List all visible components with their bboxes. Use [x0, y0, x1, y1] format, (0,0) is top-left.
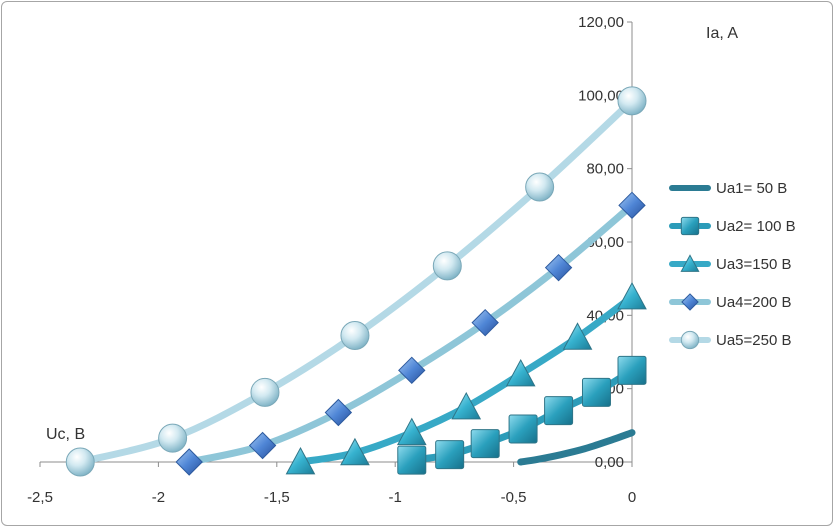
series-5-point [432, 251, 462, 281]
series-3-point [340, 437, 370, 466]
legend-label: Ua5=250 B [716, 332, 791, 349]
series-2-point [617, 355, 647, 385]
y-tick-label: 120,00 [578, 14, 624, 31]
series-4-point [175, 448, 203, 476]
series-3-point [505, 358, 536, 387]
legend-label: Ua2= 100 B [716, 218, 796, 235]
x-tick-label: -1 [389, 489, 402, 506]
y-tick-label: 100,00 [578, 87, 624, 104]
legend-item: Ua3=150 B [669, 254, 791, 273]
legend-item: Ua2= 100 B [669, 216, 796, 236]
series-5-point [158, 423, 188, 453]
y-tick-label: 80,00 [586, 161, 624, 178]
series-4-point [471, 308, 499, 337]
series-5-point [65, 447, 95, 477]
series-4-point [324, 398, 353, 427]
series-5-point [340, 321, 370, 350]
tick-marks [39, 21, 633, 467]
series-5-point [617, 86, 647, 116]
x-tick-label: 0 [628, 489, 636, 506]
series-3-point [396, 417, 427, 446]
tick-labels: -2,5-2-1,5-1-0,500,0020,0040,0060,0080,0… [27, 14, 636, 506]
legend-swatch-marker [681, 293, 699, 311]
legend-item: Ua4=200 B [669, 293, 791, 311]
series-2-point [435, 440, 465, 470]
series-2-point [544, 396, 574, 426]
axes [40, 22, 633, 463]
y-axis-title: Ia, A [706, 25, 738, 42]
series-markers [65, 86, 647, 477]
y-tick-label: 0,00 [595, 454, 624, 471]
series-3-point [562, 322, 593, 350]
legend: Ua1= 50 B Ua2= 100 B Ua3=150 B Ua4=200 B Ua5… [669, 180, 796, 350]
x-tick-label: -2 [152, 489, 165, 506]
legend-swatch-marker [680, 254, 700, 272]
series-4-point [618, 191, 646, 220]
series-3-point [617, 281, 647, 310]
legend-item: Ua1= 50 B [669, 180, 787, 197]
series-4-point [248, 431, 277, 460]
series-2-point [397, 445, 427, 475]
x-tick-label: -1,5 [264, 489, 290, 506]
series-4-point [544, 253, 573, 282]
series-3-point [285, 446, 316, 475]
series-4-point [398, 356, 426, 385]
x-tick-label: -2,5 [27, 489, 53, 506]
legend-label: Ua1= 50 B [716, 180, 787, 197]
series-3-point [451, 391, 482, 420]
series-2-point [508, 414, 538, 444]
legend-label: Ua3=150 B [716, 256, 791, 273]
legend-swatch-marker [680, 330, 700, 350]
x-tick-label: -0,5 [501, 489, 527, 506]
legend-label: Ua4=200 B [716, 294, 791, 311]
series-5-point [250, 377, 280, 407]
x-axis-title: Uc, B [46, 426, 85, 443]
series-line-1 [517, 429, 636, 466]
series-2-point [581, 377, 611, 407]
legend-swatch-marker [680, 216, 700, 236]
legend-item: Ua5=250 B [669, 330, 791, 350]
series-5-point [525, 172, 555, 202]
series-2-point [470, 429, 500, 459]
